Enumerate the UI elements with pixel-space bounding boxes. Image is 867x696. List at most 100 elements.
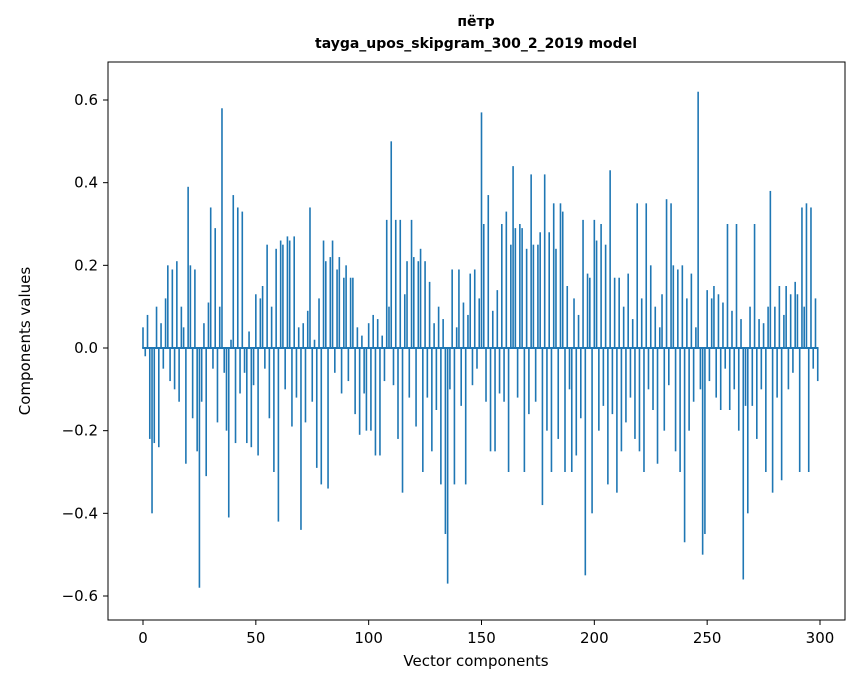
bar: [365, 348, 368, 431]
bar: [243, 348, 246, 373]
bar: [658, 327, 661, 348]
bar: [415, 348, 417, 427]
bar: [176, 261, 178, 348]
bar: [356, 327, 359, 348]
bar: [153, 348, 156, 444]
bar: [731, 310, 733, 348]
bar: [525, 248, 528, 348]
bar: [223, 348, 226, 373]
bar: [467, 314, 469, 348]
bar: [388, 306, 390, 348]
chart-title-model: tayga_upos_skipgram_300_2_2019 model: [315, 36, 637, 52]
bar: [363, 348, 365, 394]
bar: [501, 224, 503, 348]
bar: [266, 244, 268, 348]
x-axis-label: Vector components: [403, 652, 548, 670]
bar: [437, 306, 440, 348]
bar: [613, 277, 616, 348]
bar: [561, 211, 564, 348]
bar: [185, 348, 187, 464]
bar: [491, 310, 494, 348]
bar: [345, 265, 347, 348]
bar: [331, 240, 334, 348]
bar: [352, 277, 354, 348]
bar: [758, 319, 760, 348]
bar: [424, 261, 426, 348]
bar: [324, 261, 327, 348]
bar: [645, 203, 648, 348]
bar: [462, 302, 465, 348]
bar: [532, 244, 535, 348]
bar: [309, 207, 311, 348]
bar: [338, 257, 341, 348]
y-tick-label: −0.4: [62, 504, 98, 522]
bar: [670, 203, 672, 348]
bar: [744, 348, 747, 406]
bar: [279, 240, 282, 348]
bar: [616, 348, 618, 493]
bar: [198, 348, 201, 588]
bar: [381, 335, 384, 348]
bar: [537, 244, 539, 348]
bar: [372, 314, 374, 348]
chart-title-word: пётр: [457, 14, 494, 30]
bar: [189, 265, 192, 348]
bar: [284, 348, 286, 390]
bar: [182, 327, 185, 348]
bar: [397, 348, 399, 439]
bar: [291, 348, 293, 427]
bar: [286, 236, 289, 348]
bar: [654, 306, 657, 348]
bar: [464, 348, 467, 485]
bar: [575, 348, 578, 456]
bar: [722, 302, 724, 348]
bar: [306, 310, 309, 348]
bar: [760, 348, 763, 390]
bar: [376, 319, 379, 348]
bar: [647, 348, 650, 390]
bar: [203, 323, 205, 348]
bar: [379, 348, 381, 456]
bar: [419, 248, 422, 348]
bar: [431, 348, 433, 452]
bar: [665, 199, 668, 348]
bar: [485, 348, 487, 402]
y-tick-label: 0.2: [74, 256, 98, 274]
bar: [241, 211, 244, 348]
bar: [514, 228, 517, 348]
bar: [449, 348, 451, 390]
bar: [148, 348, 151, 439]
bar: [232, 195, 235, 348]
bar: [473, 269, 476, 348]
bar: [458, 269, 460, 348]
bar: [374, 348, 377, 456]
bar: [408, 348, 411, 398]
bar: [679, 348, 681, 472]
bar: [699, 348, 702, 390]
x-tick-label: 50: [246, 629, 265, 647]
bar: [297, 327, 300, 348]
x-tick-label: 200: [580, 629, 609, 647]
bar: [582, 219, 584, 348]
bar: [503, 348, 505, 402]
bar: [347, 348, 350, 382]
bar: [453, 348, 456, 485]
x-tick-label: 300: [806, 629, 835, 647]
bar: [579, 348, 582, 419]
bar: [433, 323, 435, 348]
bar: [270, 306, 273, 348]
bar: [214, 228, 217, 348]
bar: [505, 211, 508, 348]
bar: [672, 265, 675, 348]
bar: [234, 348, 237, 444]
bar: [406, 261, 408, 348]
bar: [600, 224, 602, 348]
bar: [315, 348, 318, 468]
bar: [604, 244, 607, 348]
bar: [780, 348, 783, 481]
bar: [428, 281, 431, 348]
bar: [413, 257, 415, 348]
bar: [422, 348, 424, 472]
bar: [636, 203, 639, 348]
